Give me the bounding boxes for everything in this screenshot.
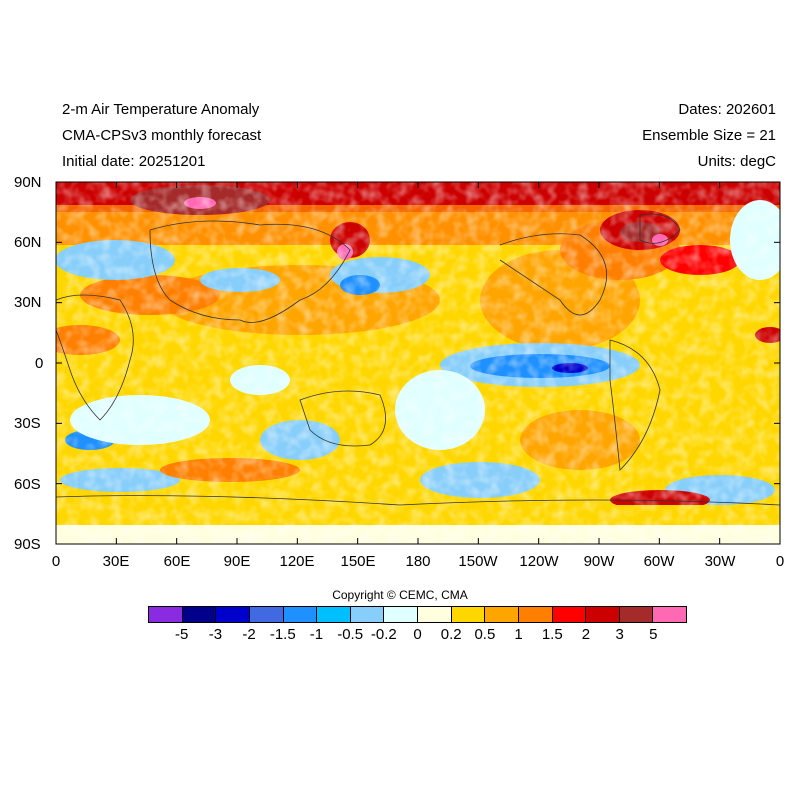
colorbar-label: -1.5 <box>269 626 296 643</box>
lat-tick: 90S <box>14 536 41 553</box>
colorbar-label: -2 <box>242 626 256 643</box>
tick-marks <box>55 181 781 545</box>
initial-date: Initial date: 20251201 <box>62 153 206 170</box>
colorbar-swatch <box>485 607 519 622</box>
lon-tick: 90W <box>583 553 615 570</box>
colorbar-label: 0 <box>413 626 422 643</box>
colorbar-label: 3 <box>615 626 624 643</box>
anomaly-field <box>56 182 780 544</box>
lat-tick: 30N <box>14 294 42 311</box>
colorbar-swatch <box>552 607 587 622</box>
lon-tick: 90E <box>223 553 251 570</box>
lon-tick: 0 <box>51 553 61 570</box>
lon-tick: 60W <box>643 553 675 570</box>
colorbar-swatch <box>619 607 654 622</box>
lat-tick: 90N <box>14 174 42 191</box>
colorbar-swatch <box>586 607 620 622</box>
colorbar-label: -3 <box>208 626 223 643</box>
lon-tick: 0 <box>775 553 785 570</box>
colorbar-swatch <box>149 607 183 622</box>
colorbar-label: 0.5 <box>474 626 496 643</box>
colorbar-swatch <box>283 607 318 622</box>
colorbar <box>148 606 687 623</box>
colorbar-swatch <box>216 607 250 622</box>
lat-tick: 0 <box>35 355 44 372</box>
subtitle: CMA-CPSv3 monthly forecast <box>62 127 262 144</box>
colorbar-label: -5 <box>175 626 189 643</box>
lon-tick: 30W <box>704 553 736 570</box>
lon-tick: 30E <box>102 553 130 570</box>
colorbar-swatch <box>451 607 486 622</box>
lon-tick: 120E <box>279 553 315 570</box>
colorbar-swatch <box>653 607 686 622</box>
colorbar-label: -0.5 <box>337 626 364 643</box>
colorbar-label: 1 <box>514 626 523 643</box>
colorbar-label: 2 <box>581 626 591 643</box>
colorbar-label: 5 <box>649 626 658 643</box>
lat-tick: 60S <box>14 476 41 493</box>
colorbar-swatch <box>350 607 385 622</box>
lat-tick: 60N <box>14 234 42 251</box>
info-block: Dates: 202601 Ensemble Size = 21 Units: … <box>642 101 776 179</box>
colorbar-label: 1.5 <box>541 626 563 643</box>
colorbar-label: -0.2 <box>370 626 397 643</box>
lon-tick: 150W <box>458 553 498 570</box>
colorbar-swatch <box>384 607 418 622</box>
lon-tick: 150E <box>340 553 376 570</box>
colorbar-label: 0.2 <box>440 626 462 643</box>
lon-tick: 180 <box>405 553 431 570</box>
units: Units: degC <box>697 153 776 170</box>
colorbar-swatch <box>518 607 553 622</box>
colorbar-swatch <box>182 607 217 622</box>
colorbar-swatch <box>418 607 452 622</box>
colorbar-swatch <box>249 607 284 622</box>
title-block: 2-m Air Temperature Anomaly CMA-CPSv3 mo… <box>62 101 261 179</box>
lon-tick: 120W <box>519 553 559 570</box>
colorbar-swatch <box>317 607 351 622</box>
lat-tick: 30S <box>14 415 41 432</box>
colorbar-label: -1 <box>309 626 324 643</box>
colorbar-labels: -5 -3 -2 -1.5 -1 -0.5 -0.2 0 0.2 0.5 1 1.5 2 3 5 <box>148 626 687 646</box>
copyright-text: Copyright © CEMC, CMA <box>332 588 468 602</box>
lon-tick: 60E <box>163 553 191 570</box>
ensemble-size: Ensemble Size = 21 <box>642 127 776 144</box>
title: 2-m Air Temperature Anomaly <box>62 101 260 118</box>
dates: Dates: 202601 <box>678 101 776 118</box>
